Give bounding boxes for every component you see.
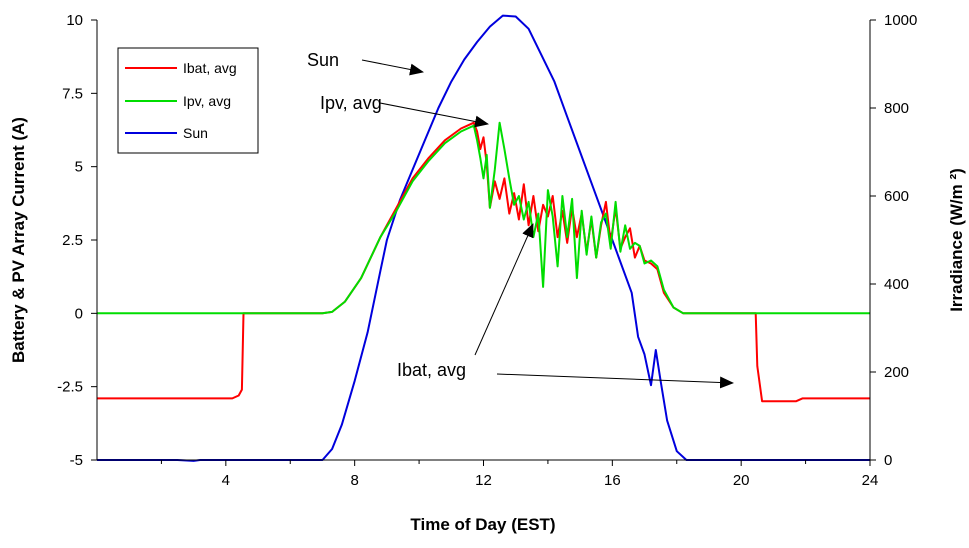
annotation-ipv-arrow <box>379 102 489 128</box>
series-layer <box>97 14 870 462</box>
x-tick-label: 24 <box>862 472 879 489</box>
y2-tick-label: 200 <box>884 364 909 381</box>
y2-axis-title: Irradiance (W/m ²) <box>947 168 966 312</box>
y2-tick-label: 1000 <box>884 12 917 29</box>
y-tick-label: -5 <box>70 452 83 469</box>
annotation-sun-arrow <box>361 59 424 76</box>
x-axis-title: Time of Day (EST) <box>410 515 555 534</box>
x-tick-label: 8 <box>350 472 358 489</box>
series-line-ipv-avg <box>97 121 870 315</box>
legend-item-ipv: Ipv, avg <box>125 93 231 109</box>
y2-tick-label: 800 <box>884 100 909 117</box>
x-tick-label: 4 <box>222 472 230 489</box>
legend-label-ibat: Ibat, avg <box>183 60 237 76</box>
x-tick-label: 12 <box>475 472 492 489</box>
series-line-ibat-avg <box>97 121 870 403</box>
y-tick-label: 0 <box>75 305 83 322</box>
y-tick-label: 7.5 <box>62 85 83 102</box>
annotation-sun: Sun <box>307 50 339 70</box>
x-tick-label: 16 <box>604 472 621 489</box>
y2-tick-label: 600 <box>884 188 909 205</box>
y-axis-title: Battery & PV Array Current (A) <box>9 117 28 363</box>
legend-item-ibat: Ibat, avg <box>125 60 237 76</box>
y-tick-label: 10 <box>66 12 83 29</box>
annotation-ibat-arrow <box>474 223 534 356</box>
y-tick-label: 2.5 <box>62 232 83 249</box>
legend-label-sun: Sun <box>183 125 208 141</box>
x-tick-label: 20 <box>733 472 750 489</box>
legend-item-sun: Sun <box>125 125 208 141</box>
annotations-layer: Sun Ipv, avg Ibat, avg <box>307 50 734 389</box>
y-tick-label: -2.5 <box>57 379 83 396</box>
legend: Ibat, avg Ipv, avg Sun <box>117 47 259 154</box>
y2-tick-label: 0 <box>884 452 892 469</box>
annotation-ibat-arrow-2 <box>496 373 734 389</box>
y-tick-label: 5 <box>75 159 83 176</box>
ticks-layer: 4 8 12 16 20 24 -5 -2.5 0 2.5 5 7.5 10 0 200 400 600 800 1… <box>57 12 917 489</box>
series-line-sun <box>97 14 870 462</box>
y2-tick-label: 400 <box>884 276 909 293</box>
annotation-ibat: Ibat, avg <box>397 360 466 380</box>
annotation-ipv: Ipv, avg <box>320 93 382 113</box>
legend-label-ipv: Ipv, avg <box>183 93 231 109</box>
